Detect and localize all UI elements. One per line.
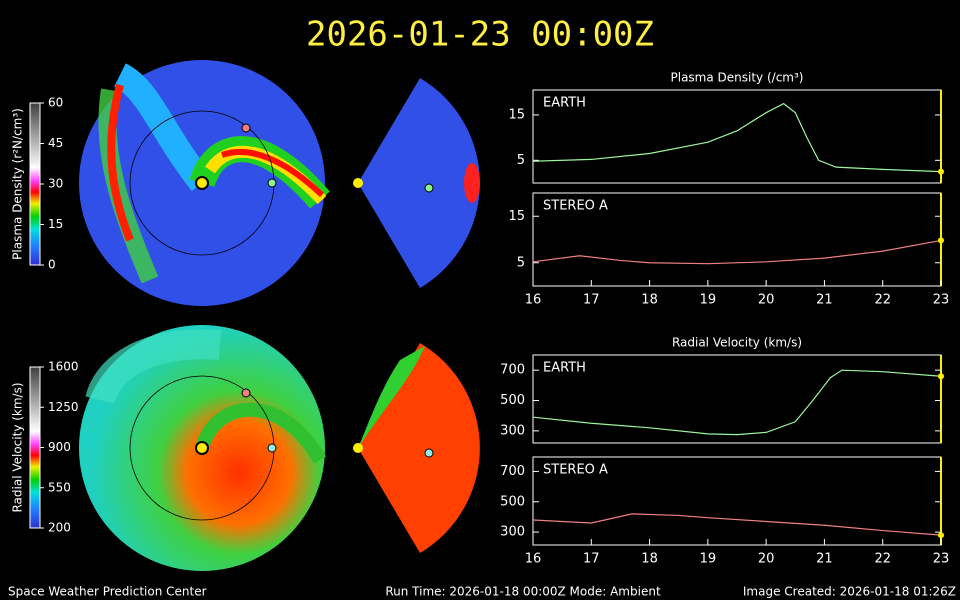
colorbar-tick-label: 200 (48, 521, 71, 535)
x-tick-label: 23 (933, 293, 950, 308)
x-tick-label: 21 (816, 552, 833, 567)
density-disk (79, 60, 480, 306)
colorbar-tick-label: 1250 (48, 400, 79, 414)
x-tick-label: 16 (525, 552, 542, 567)
y-tick-label: 15 (508, 209, 525, 224)
x-tick-label: 18 (641, 293, 658, 308)
y-tick-label: 500 (500, 393, 525, 408)
x-tick-label: 23 (933, 552, 950, 567)
x-tick-label: 21 (816, 293, 833, 308)
current-point (938, 237, 944, 244)
x-tick-label: 19 (700, 552, 717, 567)
y-tick-label: 15 (508, 107, 525, 122)
panel-label: STEREO A (543, 463, 608, 478)
colorbar-tick-label: 0 (48, 258, 56, 272)
line (532, 369, 942, 436)
colorbar-label: Plasma Density (r²N/cm³) (11, 108, 25, 260)
chart-title: Radial Velocity (km/s) (672, 336, 802, 350)
x-tick-label: 17 (583, 293, 600, 308)
line (532, 513, 942, 536)
colorbar-tick-label: 1600 (48, 360, 79, 374)
x-tick-label: 16 (525, 293, 542, 308)
colorbar-tick-label: 45 (48, 136, 63, 150)
current-point (938, 532, 944, 539)
colorbar-label: Radial Velocity (km/s) (11, 382, 25, 512)
colorbar-tick-label: 900 (48, 440, 71, 454)
title: 2026-01-23 00:00Z (306, 15, 654, 55)
y-tick-label: 300 (500, 525, 525, 540)
current-point (938, 168, 944, 175)
y-tick-label: 300 (500, 423, 525, 438)
colorbar-tick-label: 30 (48, 177, 63, 191)
x-tick-label: 17 (583, 552, 600, 567)
footer-center: Run Time: 2026-01-18 00:00Z Mode: Ambien… (385, 585, 661, 599)
panel-label: EARTH (543, 361, 586, 376)
y-tick-label: 500 (500, 494, 525, 509)
colorbar-tick-label: 550 (48, 480, 71, 494)
colorbar (29, 102, 41, 266)
x-tick-label: 20 (758, 293, 775, 308)
footer-left: Space Weather Prediction Center (8, 585, 207, 599)
y-tick-label: 5 (517, 255, 525, 270)
x-tick-label: 22 (874, 293, 891, 308)
panel-label: EARTH (543, 96, 586, 111)
colorbar-tick-label: 60 (48, 96, 63, 110)
y-tick-label: 5 (517, 153, 525, 168)
x-tick-label: 22 (874, 552, 891, 567)
y-tick-label: 700 (500, 363, 525, 378)
colorbar-tick-label: 15 (48, 217, 63, 231)
x-tick-label: 18 (641, 552, 658, 567)
velocity-disk (79, 325, 480, 571)
colorbar (29, 366, 41, 529)
current-point (938, 373, 944, 380)
x-tick-label: 19 (700, 293, 717, 308)
panel-label: STEREO A (543, 199, 608, 214)
chart-title: Plasma Density (/cm³) (671, 71, 804, 85)
y-tick-label: 700 (500, 464, 525, 479)
line (532, 102, 942, 173)
footer-right: Image Created: 2026-01-18 01:26Z (743, 585, 956, 599)
line (532, 239, 942, 265)
x-tick-label: 20 (758, 552, 775, 567)
